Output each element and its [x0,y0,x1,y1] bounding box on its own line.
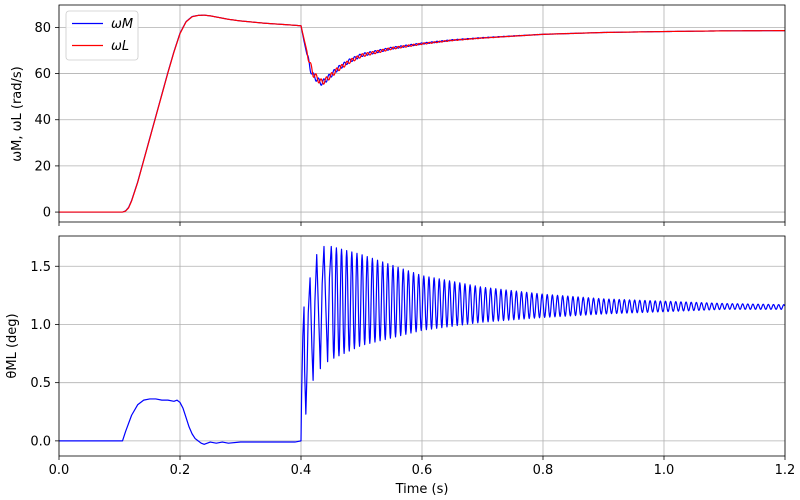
series-line-theta-ml [59,245,786,445]
angle-plot: 0.0 0.2 0.4 0.6 0.8 1.0 1.2 0.0 0.5 1.0 1.5 θML (d… [5,235,795,497]
angle-plot-grid [58,236,786,456]
speed-ytick-label: 60 [34,67,51,82]
legend-label-omega-l: ωL [111,39,129,54]
angle-plot-series [59,245,786,445]
speed-ytick-label: 40 [34,113,51,128]
legend: ωM ωL [65,10,139,61]
angle-plot-xlabel: Time (s) [395,482,449,497]
speed-plot-grid [58,5,786,222]
angle-xtick-label: 0.0 [49,463,70,478]
angle-ytick-label: 0.0 [30,434,51,449]
angle-plot-ylabel: θML (deg) [5,313,20,378]
speed-plot-series [58,14,786,213]
angle-xtick-label: 0.6 [412,463,433,478]
legend-label-omega-m: ωM [111,17,133,32]
angle-xtick-label: 1.0 [654,463,675,478]
angle-xtick-label: 0.4 [291,463,312,478]
angle-ytick-label: 1.0 [30,318,51,333]
angle-ytick-label: 0.5 [30,376,51,391]
angle-ytick-label: 1.5 [30,260,51,275]
angle-xtick-label: 0.8 [533,463,554,478]
angle-plot-ticks: 0.0 0.2 0.4 0.6 0.8 1.0 1.2 0.0 0.5 1.0 1.5 [30,260,795,478]
angle-xtick-label: 1.2 [775,463,796,478]
speed-plot: 0 20 40 60 80 ωM, ωL (rad/s) ωM ωL [10,4,786,226]
speed-plot-ylabel: ωM, ωL (rad/s) [10,66,25,162]
angle-xtick-label: 0.2 [170,463,191,478]
speed-ytick-label: 80 [34,21,51,36]
speed-ytick-label: 20 [34,159,51,174]
speed-ytick-label: 0 [43,206,51,221]
speed-plot-ticks: 0 20 40 60 80 [34,21,786,226]
series-line-omega-l [58,14,786,213]
